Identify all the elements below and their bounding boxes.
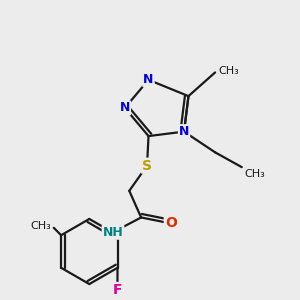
Text: NH: NH	[103, 226, 123, 239]
Text: CH₃: CH₃	[30, 221, 51, 231]
Text: N: N	[179, 125, 189, 138]
Text: N: N	[120, 101, 130, 114]
Text: S: S	[142, 159, 152, 173]
Text: O: O	[165, 216, 177, 230]
Text: CH₃: CH₃	[218, 66, 239, 76]
Text: F: F	[113, 283, 122, 297]
Text: CH₃: CH₃	[245, 169, 266, 178]
Text: N: N	[143, 73, 154, 86]
